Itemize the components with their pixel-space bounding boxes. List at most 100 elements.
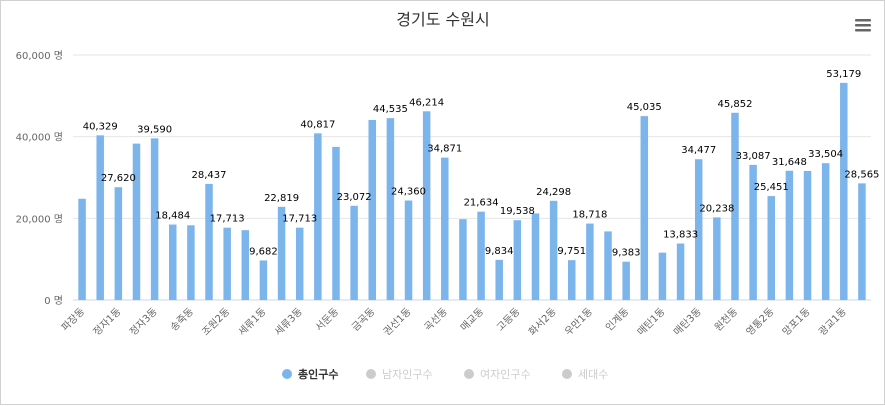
bar[interactable] [96,135,104,300]
bar[interactable] [404,200,413,300]
data-label: 18,718 [572,210,607,221]
data-label: 17,713 [282,214,317,225]
legend-marker [562,369,572,379]
bar[interactable] [259,260,268,300]
data-label: 9,383 [612,248,641,259]
bar[interactable] [477,211,485,300]
bar[interactable] [495,259,503,300]
bar[interactable] [821,163,830,300]
bar[interactable] [332,146,340,300]
bar[interactable] [749,164,757,300]
data-label: 21,634 [464,198,499,209]
data-label: 44,535 [373,104,408,115]
bar[interactable] [767,196,776,300]
bar[interactable] [441,157,449,300]
data-labels: 40,329 27,620 39,590 18,484 28,437 17,713 9,68… [83,69,880,259]
bar[interactable] [840,82,848,300]
x-axis: 파장동 정자1동 정자3동 송죽동 조원2동 세류1동 세류3동 서둔동 금곡동 권선1동 곡선동 매… [59,306,849,339]
x-tick-label: 조원2동 [200,306,233,339]
bar[interactable] [169,224,177,300]
legend-marker [282,369,292,379]
legend-label: 여자인구수 [480,368,531,381]
bar[interactable] [640,116,649,300]
hamburger-menu-icon[interactable] [852,15,874,35]
data-label: 23,072 [337,192,372,203]
x-tick-label: 화서2동 [526,306,559,339]
data-label: 24,360 [391,187,426,198]
data-label: 40,329 [83,121,118,132]
data-label: 19,538 [500,206,535,217]
data-label: 45,035 [627,102,662,113]
bar[interactable] [586,223,594,300]
bar[interactable] [205,183,213,300]
bar[interactable] [549,200,558,300]
bar[interactable] [78,198,86,300]
bar[interactable] [604,231,612,300]
bar[interactable] [459,219,467,300]
bar[interactable] [114,187,123,300]
legend-label: 세대수 [578,368,608,381]
bar[interactable] [694,159,703,300]
bar[interactable] [350,205,358,300]
data-label: 22,819 [264,193,299,204]
data-label: 20,238 [699,203,734,214]
bar[interactable] [713,217,721,300]
bar[interactable] [858,183,866,300]
x-tick-label: 권선1동 [381,306,414,339]
legend-item[interactable]: 세대수 [562,368,608,381]
bar[interactable] [622,261,630,300]
legend-item[interactable]: 여자인구수 [464,368,531,381]
bar[interactable] [314,133,322,300]
y-axis: 60,000 명 40,000 명 20,000 명 0 명 [16,50,63,307]
data-label: 31,648 [772,157,807,168]
data-label: 9,751 [557,246,586,257]
bar[interactable] [568,260,576,300]
bar[interactable] [132,143,141,300]
data-label: 39,590 [137,124,172,135]
bar[interactable] [241,230,250,300]
bar[interactable] [368,119,377,300]
bar[interactable] [187,225,195,300]
x-tick-label: 우만1동 [563,306,596,339]
bar-series [78,82,866,301]
bar[interactable] [531,213,540,300]
x-tick-label: 고등동 [494,306,522,334]
bar[interactable] [277,206,286,300]
data-label: 17,713 [210,214,245,225]
bar[interactable] [785,170,794,300]
x-tick-label: 정자1동 [91,306,124,339]
bar[interactable] [731,112,739,301]
bar[interactable] [295,227,304,300]
data-label: 25,451 [754,182,789,193]
x-tick-label: 매탄3동 [671,306,704,339]
bar[interactable] [676,243,685,300]
bar[interactable] [803,170,812,300]
bar[interactable] [513,220,522,300]
bar[interactable] [386,118,395,301]
bar[interactable] [150,138,159,300]
bar[interactable] [658,252,667,300]
x-tick-label: 매교동 [458,306,486,334]
data-label: 9,834 [485,246,514,257]
legend-item[interactable]: 총인구수 [282,367,338,381]
bar[interactable] [223,227,231,300]
data-label: 28,437 [192,170,227,181]
x-tick-label: 원천동 [712,306,740,334]
data-label: 46,214 [409,97,444,108]
y-tick-label: 60,000 명 [16,50,63,62]
data-label: 33,504 [808,149,843,160]
data-label: 18,484 [155,211,190,222]
legend-marker [366,369,376,379]
data-label: 40,817 [300,119,335,130]
x-tick-label: 송죽동 [168,306,196,334]
legend: 총인구수 남자인구수 여자인구수 세대수 [282,367,608,381]
bar[interactable] [422,111,431,300]
data-label: 45,852 [717,99,752,110]
y-tick-label: 40,000 명 [16,132,63,144]
legend-item[interactable]: 남자인구수 [366,368,433,381]
legend-label: 총인구수 [298,367,338,381]
data-label: 9,682 [249,246,278,257]
data-label: 33,087 [736,151,771,162]
